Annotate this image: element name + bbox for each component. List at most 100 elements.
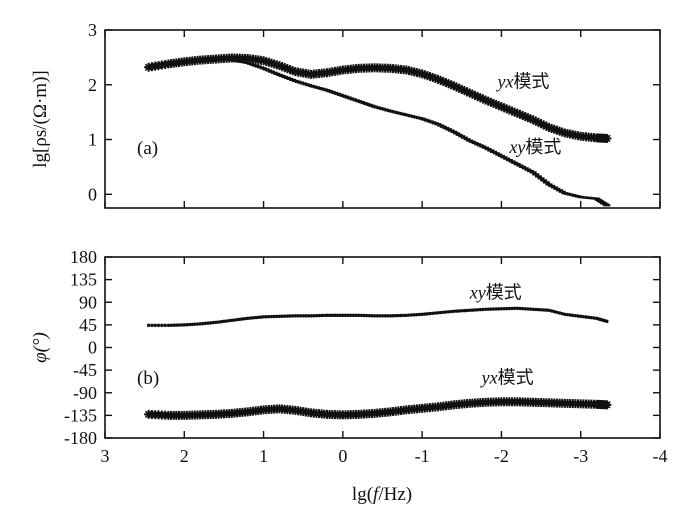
- interp-point-dot: [272, 314, 276, 319]
- interp-point-dot: [441, 310, 445, 315]
- interp-point-dot: [338, 313, 342, 318]
- interp-point-dot: [243, 316, 247, 321]
- interp-point-dot: [510, 306, 514, 311]
- interp-point-dot: [383, 314, 387, 318]
- interp-point-dot: [576, 314, 580, 318]
- y-tick-label: 2: [88, 75, 97, 95]
- interp-point-dot: [394, 313, 398, 318]
- interp-point-dot: [179, 323, 184, 327]
- interp-point-dot: [375, 314, 379, 318]
- data-point-dot: [341, 313, 345, 318]
- interp-point-dot: [555, 310, 559, 315]
- interp-point-dot: [351, 313, 356, 318]
- interp-point-dot: [169, 323, 173, 327]
- interp-point-dot: [264, 315, 268, 319]
- interp-point-dot: [222, 319, 226, 324]
- interp-point-dot: [491, 307, 496, 311]
- data-point-dot: [468, 308, 472, 312]
- interp-point-dot: [150, 323, 154, 328]
- interp-point-dot: [211, 320, 216, 325]
- interp-point-dot: [285, 314, 290, 318]
- interp-point-dot: [478, 307, 482, 312]
- interp-point-dot: [335, 313, 340, 318]
- series-annotation: xy模式: [508, 137, 561, 158]
- y-tick-label: 45: [79, 315, 97, 335]
- data-point-dot: [261, 315, 266, 319]
- data-point-dot: [515, 306, 519, 310]
- interp-point-dot: [283, 314, 287, 318]
- interp-point-dot: [465, 308, 469, 313]
- interp-point-dot: [481, 307, 485, 312]
- data-point-dot: [579, 314, 583, 319]
- interp-point-dot: [454, 309, 459, 313]
- interp-point-dot: [256, 315, 260, 320]
- interp-point-dot: [187, 322, 192, 327]
- interp-point-dot: [240, 317, 245, 321]
- y-tick-label: 0: [88, 184, 97, 204]
- interp-point-dot: [539, 308, 543, 312]
- x-tick-label: 2: [180, 446, 189, 466]
- interp-point-dot: [542, 308, 546, 312]
- interp-point-dot: [549, 309, 554, 313]
- interp-point-dot: [586, 315, 591, 320]
- interp-point-dot: [195, 322, 200, 326]
- interp-point-dot: [502, 307, 506, 311]
- data-point-star: [602, 400, 612, 410]
- y-axis-label: lg[ρs/(Ω·m)]: [30, 70, 51, 167]
- series-dash: [145, 58, 611, 207]
- interp-point-dot: [190, 322, 194, 327]
- interp-point-dot: [290, 314, 295, 318]
- interp-point-dot: [333, 313, 337, 318]
- interp-point-dot: [209, 321, 213, 325]
- interp-point-dot: [306, 314, 311, 318]
- y-tick-label: 90: [79, 292, 97, 312]
- x-tick-label: -1: [415, 446, 430, 466]
- interp-point-dot: [470, 308, 475, 312]
- interp-point-dot: [423, 312, 427, 316]
- interp-point-dot: [314, 313, 319, 318]
- interp-point-dot: [364, 313, 369, 318]
- interp-point-dot: [534, 307, 538, 312]
- data-point-dot: [198, 322, 202, 326]
- interp-point-dot: [359, 313, 364, 318]
- interp-point-dot: [193, 322, 197, 326]
- interp-point-dot: [581, 314, 586, 319]
- interp-point-dot: [584, 315, 588, 319]
- interp-point-dot: [206, 321, 210, 325]
- interp-point-dot: [489, 307, 493, 311]
- interp-point-dot: [425, 312, 430, 316]
- interp-point-dot: [457, 309, 461, 313]
- y-tick-label: 3: [88, 20, 97, 40]
- interp-point-dot: [216, 320, 221, 324]
- interp-point-dot: [185, 323, 189, 327]
- data-point-dot: [182, 323, 186, 327]
- interp-point-dot: [219, 319, 223, 324]
- interp-point-dot: [380, 314, 385, 318]
- interp-point-dot: [174, 323, 179, 327]
- interp-point-dot: [288, 314, 292, 318]
- interp-point-dot: [367, 313, 371, 318]
- interp-point-dot: [438, 310, 443, 315]
- y-tick-label: -135: [64, 405, 97, 425]
- interp-point-dot: [592, 316, 596, 320]
- interp-point-dot: [280, 314, 284, 318]
- x-tick-label: -3: [573, 446, 588, 466]
- interp-point-dot: [269, 314, 274, 319]
- interp-point-dot: [544, 308, 549, 312]
- y-tick-label: 0: [88, 338, 97, 358]
- series-dot: [146, 306, 609, 328]
- data-point-dot: [166, 323, 171, 328]
- data-point-dot: [309, 314, 313, 318]
- data-point-dot: [605, 319, 609, 324]
- series-star: [144, 397, 612, 420]
- data-point-dot: [277, 314, 282, 319]
- interp-point-dot: [523, 307, 527, 311]
- y-tick-label: 1: [88, 130, 97, 150]
- y-axis-label: φ(°): [30, 332, 51, 363]
- data-point-dot: [293, 314, 297, 318]
- interp-point-dot: [446, 310, 451, 314]
- interp-point-dot: [512, 306, 517, 311]
- interp-point-dot: [520, 306, 525, 311]
- interp-point-dot: [251, 316, 255, 320]
- x-tick-label: -4: [653, 446, 668, 466]
